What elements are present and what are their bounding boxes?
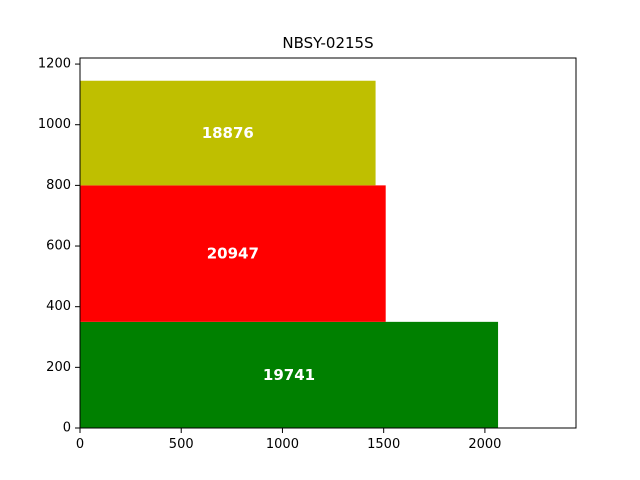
x-tick-label: 2000 <box>468 437 501 452</box>
bar <box>80 321 499 428</box>
bar-value-label: 20947 <box>207 245 259 263</box>
y-tick-label: 200 <box>46 360 71 375</box>
y-tick-label: 600 <box>46 239 71 254</box>
y-tick-label: 0 <box>63 421 71 436</box>
y-axis: 0 200 400 600 800 1000 1200 <box>38 57 80 436</box>
bar-value-label: 18876 <box>202 124 254 142</box>
plot-frame <box>79 57 577 429</box>
x-tick-label: 1000 <box>266 437 299 452</box>
x-axis: 0 500 1000 1500 2000 <box>76 428 501 452</box>
bar <box>80 185 386 322</box>
x-tick-label: 500 <box>169 437 194 452</box>
y-tick-label: 800 <box>46 178 71 193</box>
x-tick-label: 1500 <box>367 437 400 452</box>
bar <box>80 80 376 186</box>
y-tick-label: 400 <box>46 299 71 314</box>
x-tick-label: 0 <box>76 437 84 452</box>
bar-labels-layer: 19741 20947 18876 <box>202 124 315 384</box>
bars-layer <box>80 80 499 428</box>
y-tick-label: 1200 <box>38 57 71 72</box>
y-tick-label: 1000 <box>38 117 71 132</box>
chart-title: NBSY-0215S <box>282 34 373 52</box>
bar-value-label: 19741 <box>263 366 315 384</box>
